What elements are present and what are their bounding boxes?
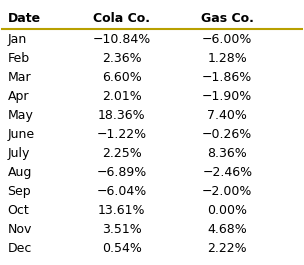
Text: −2.46%: −2.46%	[202, 166, 252, 179]
Text: −6.04%: −6.04%	[97, 185, 147, 198]
Text: 1.28%: 1.28%	[207, 52, 247, 65]
Text: Gas Co.: Gas Co.	[201, 12, 254, 25]
Text: Nov: Nov	[7, 223, 32, 236]
Text: 6.60%: 6.60%	[102, 71, 142, 84]
Text: Sep: Sep	[7, 185, 31, 198]
Text: Date: Date	[7, 12, 40, 25]
Text: −1.86%: −1.86%	[202, 71, 252, 84]
Text: −6.89%: −6.89%	[97, 166, 147, 179]
Text: −10.84%: −10.84%	[93, 33, 151, 46]
Text: 13.61%: 13.61%	[98, 204, 146, 217]
Text: 2.36%: 2.36%	[102, 52, 142, 65]
Text: 7.40%: 7.40%	[207, 109, 247, 122]
Text: June: June	[7, 128, 35, 141]
Text: −2.00%: −2.00%	[202, 185, 253, 198]
Text: −6.00%: −6.00%	[202, 33, 253, 46]
Text: 0.54%: 0.54%	[102, 242, 142, 255]
Text: 18.36%: 18.36%	[98, 109, 146, 122]
Text: 2.01%: 2.01%	[102, 90, 142, 103]
Text: Feb: Feb	[7, 52, 29, 65]
Text: −1.22%: −1.22%	[97, 128, 147, 141]
Text: 2.25%: 2.25%	[102, 147, 142, 160]
Text: July: July	[7, 147, 30, 160]
Text: Oct: Oct	[7, 204, 29, 217]
Text: Jan: Jan	[7, 33, 27, 46]
Text: Apr: Apr	[7, 90, 29, 103]
Text: 0.00%: 0.00%	[207, 204, 247, 217]
Text: May: May	[7, 109, 33, 122]
Text: Aug: Aug	[7, 166, 32, 179]
Text: Cola Co.: Cola Co.	[93, 12, 150, 25]
Text: −0.26%: −0.26%	[202, 128, 252, 141]
Text: Dec: Dec	[7, 242, 32, 255]
Text: 4.68%: 4.68%	[207, 223, 247, 236]
Text: Mar: Mar	[7, 71, 31, 84]
Text: 3.51%: 3.51%	[102, 223, 142, 236]
Text: 2.22%: 2.22%	[208, 242, 247, 255]
Text: −1.90%: −1.90%	[202, 90, 252, 103]
Text: 8.36%: 8.36%	[207, 147, 247, 160]
